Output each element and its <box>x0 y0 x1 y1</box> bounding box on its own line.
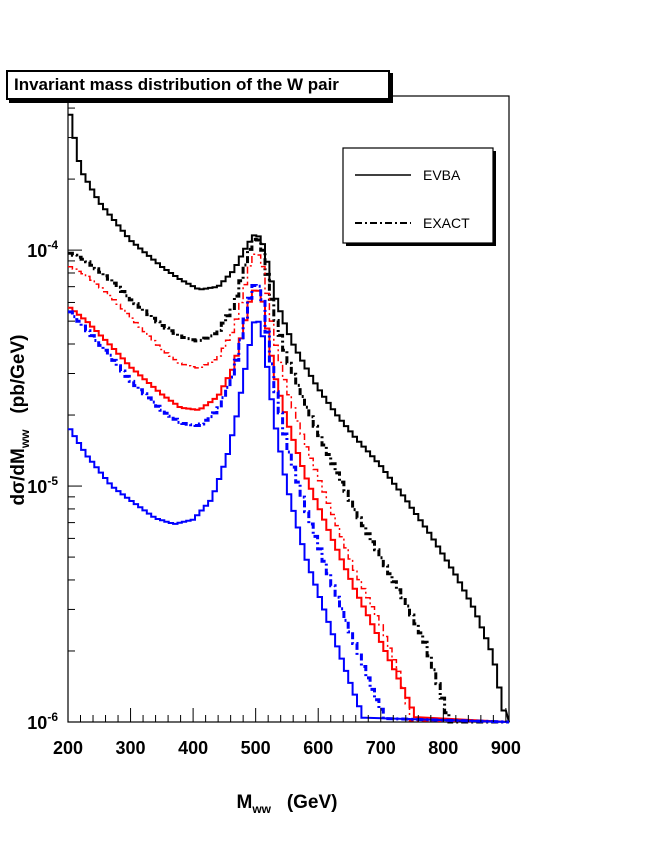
x-tick-label: 500 <box>241 738 271 758</box>
x-tick-label: 700 <box>366 738 396 758</box>
axis-layer: 200 300 400 500 600 700 800 900 10-6 10-5 10-4 <box>27 107 521 758</box>
x-tick-label: 800 <box>428 738 458 758</box>
series-layer <box>68 113 510 724</box>
x-tick-label: 900 <box>491 738 521 758</box>
y-axis-label: dσ/dMww (pb/GeV) <box>8 335 32 506</box>
series-line-1 <box>68 113 510 723</box>
y-tick-label: 10-5 <box>27 474 58 497</box>
x-tick-label: 200 <box>53 738 83 758</box>
series-line-3 <box>68 253 510 723</box>
x-tick-label: 600 <box>303 738 333 758</box>
y-tick-label: 10-4 <box>27 238 58 261</box>
series-line-5 <box>68 284 510 724</box>
y-tick-label: 10-6 <box>27 710 58 733</box>
legend-box <box>342 147 494 244</box>
chart-title: Invariant mass distribution of the W pai… <box>6 70 390 100</box>
x-tick-label: 400 <box>178 738 208 758</box>
legend-label-1: EVBA <box>423 167 461 183</box>
x-tick-label: 300 <box>116 738 146 758</box>
series-line-2 <box>68 237 509 724</box>
x-axis-label: Mww (GeV) <box>236 792 337 816</box>
legend: EVBA EXACT <box>342 147 496 246</box>
legend-label-2: EXACT <box>423 215 470 231</box>
series-line-6 <box>68 320 510 723</box>
series-line-4 <box>68 289 510 723</box>
